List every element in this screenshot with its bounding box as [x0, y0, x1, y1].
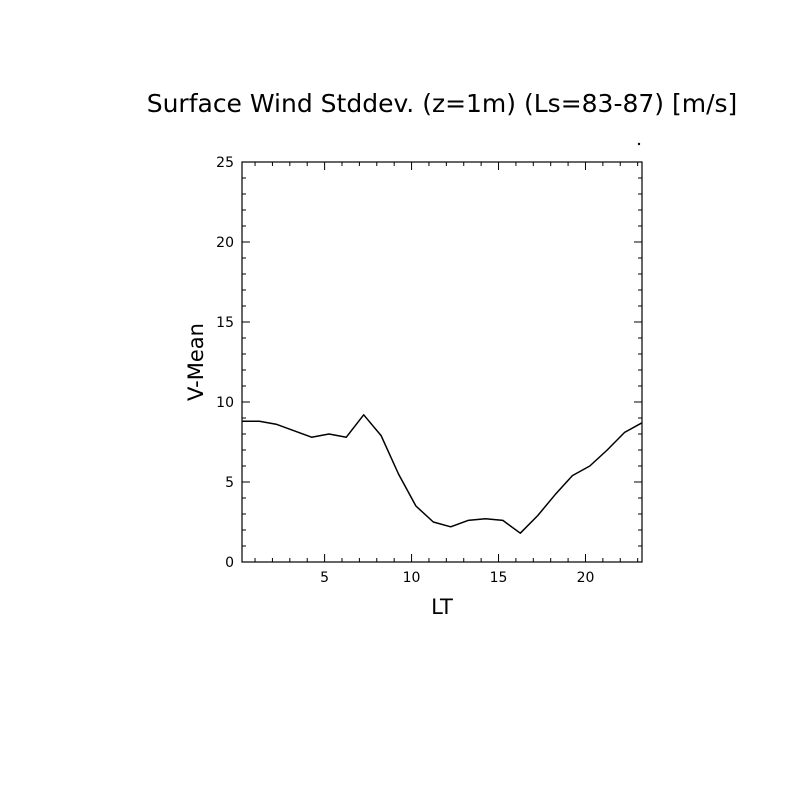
y-tick-label: 0: [225, 555, 234, 571]
y-tick-label: 15: [216, 315, 234, 331]
chart-title: Surface Wind Stddev. (z=1m) (Ls=83-87) […: [147, 89, 738, 118]
series-line: [242, 414, 643, 534]
plot-frame: [241, 161, 643, 563]
corner-dot: [637, 142, 641, 146]
y-axis-label: V-Mean: [184, 323, 208, 401]
plot-area: 5 10 15 20 0 5 10 15 20 25: [216, 155, 643, 586]
x-tick-label: 15: [490, 570, 508, 586]
y-tick-label: 25: [216, 155, 234, 171]
x-tick-label: 5: [320, 570, 329, 586]
y-tick-label: 20: [216, 235, 234, 251]
x-axis-label: LT: [431, 595, 453, 619]
x-tick-label: 20: [577, 570, 595, 586]
x-tick-label: 10: [403, 570, 421, 586]
y-tick-label: 5: [225, 475, 234, 491]
y-tick-label: 10: [216, 395, 234, 411]
